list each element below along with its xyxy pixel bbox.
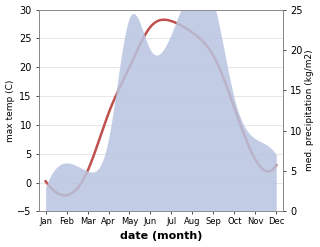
X-axis label: date (month): date (month): [120, 231, 202, 242]
Y-axis label: max temp (C): max temp (C): [5, 79, 14, 142]
Y-axis label: med. precipitation (kg/m2): med. precipitation (kg/m2): [306, 50, 315, 171]
